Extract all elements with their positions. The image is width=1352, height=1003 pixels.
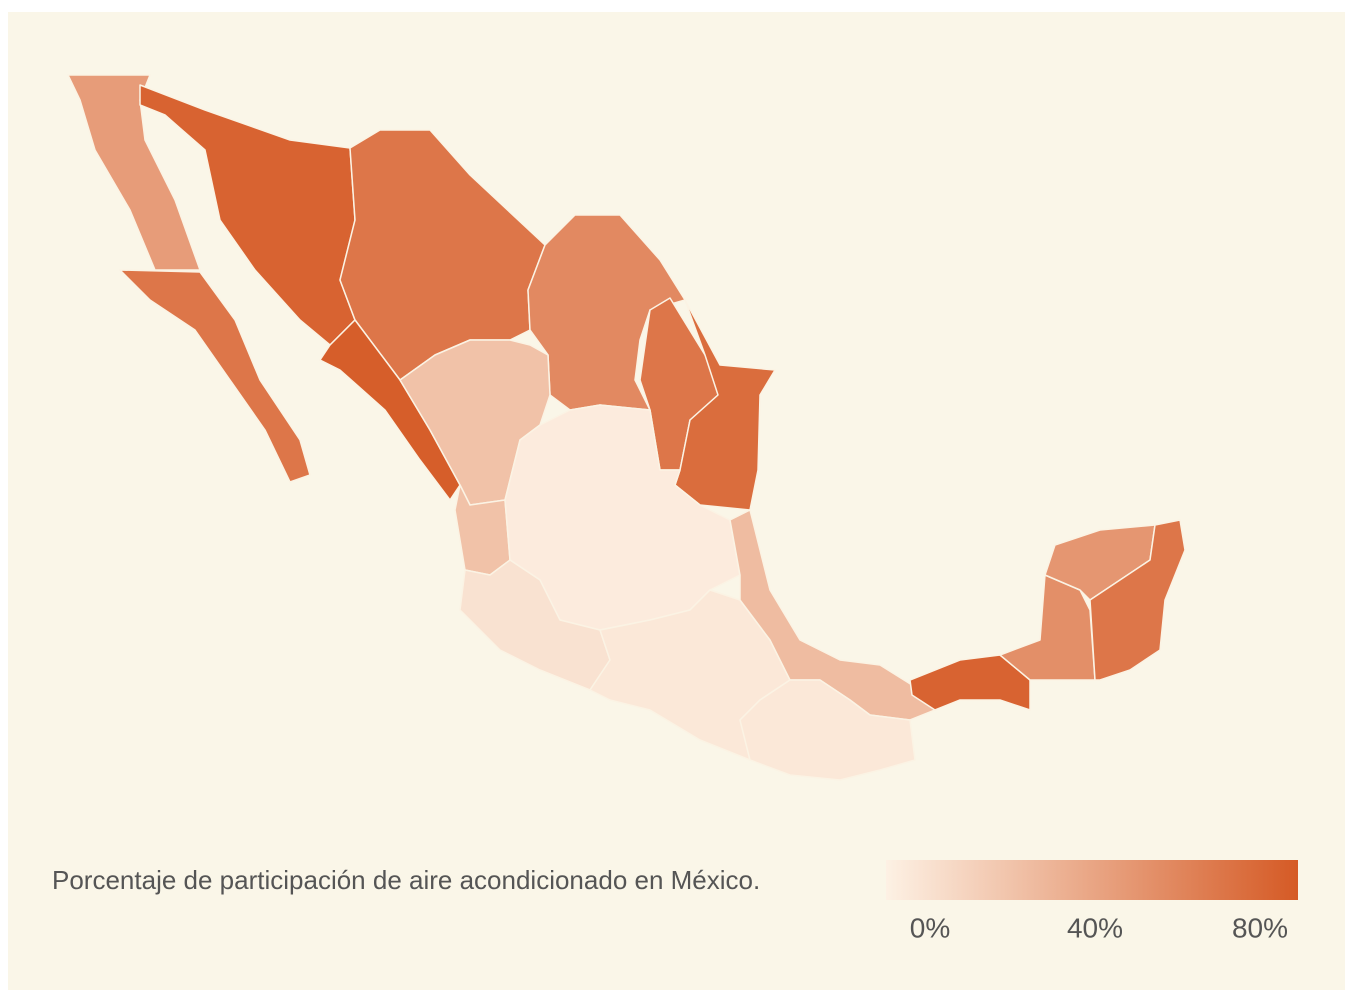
scale-tick-label: 40% <box>1067 912 1123 943</box>
color-scale <box>886 860 1298 900</box>
scale-tick-label: 0% <box>910 912 950 943</box>
states <box>67 74 1186 781</box>
state <box>909 654 1031 711</box>
caption: Porcentaje de participación de aire acon… <box>52 865 760 895</box>
scale-tick-label: 80% <box>1232 912 1288 943</box>
state <box>739 679 916 781</box>
state <box>119 269 311 483</box>
state <box>1089 519 1186 681</box>
state <box>527 214 686 411</box>
